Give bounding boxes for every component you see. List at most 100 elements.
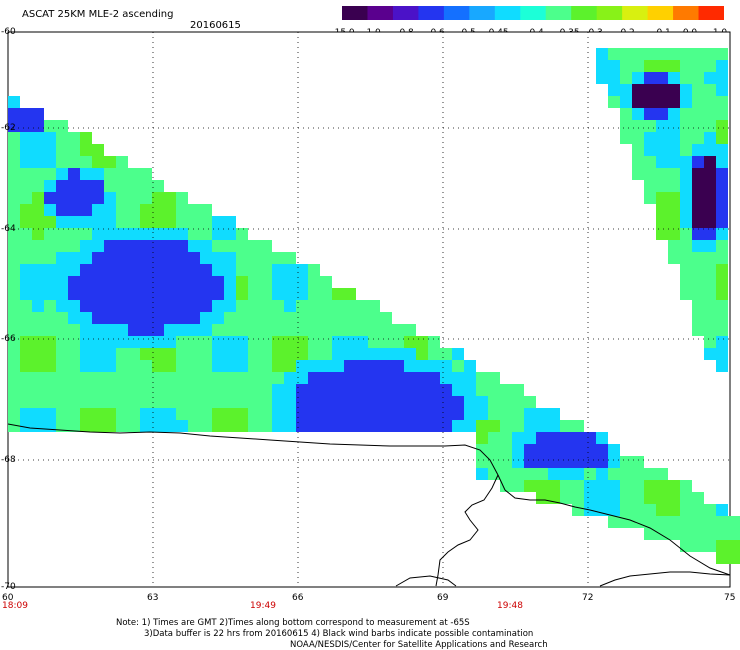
swath-cell <box>404 324 416 336</box>
swath-cell <box>8 384 20 396</box>
swath-cell <box>296 264 308 276</box>
swath-cell <box>188 300 200 312</box>
swath-cell <box>416 336 428 348</box>
swath-cell <box>116 216 128 228</box>
colorbar-swatch <box>418 6 445 20</box>
swath-cell <box>272 360 284 372</box>
swath-cell <box>200 348 212 360</box>
swath-cell <box>212 312 224 324</box>
swath-cell <box>56 252 68 264</box>
swath-cell <box>248 264 260 276</box>
swath-cell <box>92 408 104 420</box>
swath-cell <box>104 384 116 396</box>
swath-cell <box>20 288 32 300</box>
swath-cell <box>104 324 116 336</box>
swath-cell <box>32 336 44 348</box>
swath-cell <box>488 384 500 396</box>
swath-cell <box>344 360 356 372</box>
swath-cell <box>692 504 704 516</box>
swath-cell <box>656 144 668 156</box>
swath-cell <box>716 192 728 204</box>
colorbar-swatch <box>392 6 419 20</box>
swath-cell <box>152 384 164 396</box>
swath-cell <box>236 228 248 240</box>
swath-cell <box>704 324 716 336</box>
swath-cell <box>248 384 260 396</box>
swath-cell <box>680 252 692 264</box>
swath-cell <box>452 408 464 420</box>
swath-cell <box>692 132 704 144</box>
swath-cell <box>104 312 116 324</box>
swath-cell <box>164 240 176 252</box>
swath-cell <box>452 396 464 408</box>
swath-cell <box>716 252 728 264</box>
swath-cell <box>476 456 488 468</box>
swath-cell <box>308 288 320 300</box>
swath-cell <box>248 336 260 348</box>
swath-cell <box>308 384 320 396</box>
swath-cell <box>20 168 32 180</box>
swath-cell <box>32 324 44 336</box>
note-line-3: NOAA/NESDIS/Center for Satellite Applica… <box>290 640 548 650</box>
swath-cell <box>176 312 188 324</box>
swath-cell <box>80 216 92 228</box>
swath-cell <box>704 96 716 108</box>
swath-cell <box>20 276 32 288</box>
swath-cell <box>176 216 188 228</box>
swath-cell <box>680 516 692 528</box>
swath-cell <box>476 384 488 396</box>
swath-cell <box>104 396 116 408</box>
swath-cell <box>212 324 224 336</box>
swath-cell <box>248 240 260 252</box>
swath-cell <box>656 192 668 204</box>
swath-cell <box>44 264 56 276</box>
swath-cell <box>176 372 188 384</box>
swath-cell <box>632 480 644 492</box>
swath-cell <box>620 132 632 144</box>
swath-cell <box>716 96 728 108</box>
swath-cell <box>32 156 44 168</box>
swath-cell <box>116 264 128 276</box>
swath-cell <box>92 240 104 252</box>
swath-cell <box>644 72 656 84</box>
swath-cell <box>32 312 44 324</box>
swath-cell <box>68 180 80 192</box>
swath-cell <box>632 96 644 108</box>
swath-cell <box>392 360 404 372</box>
swath-cell <box>656 96 668 108</box>
swath-cell <box>704 144 716 156</box>
swath-cell <box>8 348 20 360</box>
swath-cell <box>428 360 440 372</box>
swath-cell <box>284 300 296 312</box>
swath-cell <box>176 240 188 252</box>
swath-cell <box>8 168 20 180</box>
swath-cell <box>116 156 128 168</box>
swath-cell <box>272 408 284 420</box>
swath-cell <box>128 312 140 324</box>
swath-cell <box>32 408 44 420</box>
swath-cell <box>680 168 692 180</box>
swath-cell <box>644 192 656 204</box>
swath-cell <box>260 396 272 408</box>
swath-cell <box>8 180 20 192</box>
swath-cell <box>308 408 320 420</box>
time-label-mid: 19:49 <box>250 601 276 611</box>
swath-cell <box>188 408 200 420</box>
swath-cell <box>644 108 656 120</box>
swath-cell <box>140 360 152 372</box>
swath-cell <box>416 372 428 384</box>
swath-cell <box>656 72 668 84</box>
swath-cell <box>92 216 104 228</box>
swath-cell <box>392 408 404 420</box>
swath-cell <box>632 504 644 516</box>
swath-cell <box>632 168 644 180</box>
swath-cell <box>560 420 572 432</box>
swath-cell <box>8 228 20 240</box>
swath-cell <box>308 420 320 432</box>
swath-cell <box>92 228 104 240</box>
swath-cell <box>332 384 344 396</box>
swath-cell <box>344 420 356 432</box>
swath-cell <box>128 264 140 276</box>
swath-cell <box>356 336 368 348</box>
swath-cell <box>188 384 200 396</box>
